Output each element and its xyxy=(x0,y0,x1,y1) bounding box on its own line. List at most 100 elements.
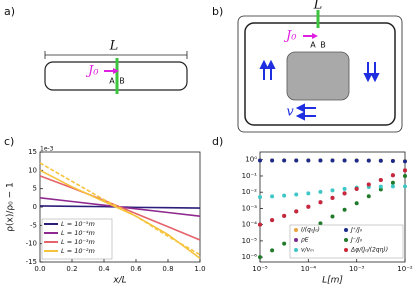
data-point xyxy=(354,186,359,191)
flow-arrows xyxy=(259,59,380,121)
data-point xyxy=(282,158,287,163)
legend-swatch xyxy=(344,238,348,242)
data-point xyxy=(390,173,395,178)
current-arrowhead xyxy=(312,33,318,39)
data-point xyxy=(294,209,299,214)
data-point xyxy=(390,184,395,189)
legend-box xyxy=(41,218,113,260)
length-label: L xyxy=(109,39,119,54)
y-tick-label: -15 xyxy=(26,258,37,266)
data-point xyxy=(306,191,311,196)
data-point xyxy=(294,192,299,197)
legend-label: J⁺/J₀ xyxy=(350,227,363,234)
x-tick-label: 10⁻² xyxy=(397,265,413,273)
x-tick-label: 1.0 xyxy=(194,265,205,273)
y-tick-label: 10⁻² xyxy=(242,188,258,196)
legend-swatch xyxy=(294,228,298,232)
data-point xyxy=(330,195,335,200)
legend-label: J⁻/J₀ xyxy=(350,237,363,244)
data-point xyxy=(270,158,275,163)
side-label: B xyxy=(320,41,326,50)
side-label: A xyxy=(310,41,316,50)
data-point xyxy=(390,180,395,185)
x-axis-label: L[m] xyxy=(322,276,343,286)
data-point xyxy=(318,221,323,226)
x-tick-label: 10⁻³ xyxy=(349,265,365,273)
data-point xyxy=(378,184,383,189)
y-tick-label: 5 xyxy=(33,185,37,193)
data-point xyxy=(258,222,262,227)
legend-label: L = 10⁻⁵m xyxy=(61,220,95,228)
legend-label: ρE xyxy=(301,237,309,244)
data-point xyxy=(318,200,323,205)
data-point xyxy=(306,204,311,209)
x-tick-label: 0.8 xyxy=(162,265,173,273)
outer-boundary xyxy=(237,15,403,133)
y-tick-label: 0 xyxy=(33,203,37,211)
legend-label: L = 10⁻⁴m xyxy=(61,229,95,237)
data-point xyxy=(403,184,407,189)
data-point xyxy=(403,173,407,178)
data-point xyxy=(270,248,275,253)
side-label: A xyxy=(109,77,115,86)
plot-frame xyxy=(259,151,406,263)
panel-label: a) xyxy=(4,5,15,18)
legend-label: I/(q₀J₀) xyxy=(301,227,320,234)
data-point xyxy=(258,195,262,200)
data-point xyxy=(270,194,275,199)
y-tick-label: 10 xyxy=(28,166,37,174)
data-point xyxy=(354,158,359,163)
data-point xyxy=(342,186,347,191)
data-point xyxy=(366,194,371,199)
data-point xyxy=(282,241,287,246)
data-point xyxy=(342,191,347,196)
y-tick-label: 10⁻⁴ xyxy=(242,221,258,229)
y-tick-label: 15 xyxy=(28,148,37,156)
current-arrowhead xyxy=(113,68,119,74)
y-axis-label: ρ(x)/ρ₀ − 1 xyxy=(6,182,16,231)
y-tick-label: 10⁻⁶ xyxy=(242,253,258,261)
data-point xyxy=(258,158,262,163)
data-point xyxy=(378,178,383,183)
x-tick-label: 0.4 xyxy=(98,265,110,273)
data-point xyxy=(258,255,262,260)
data-point xyxy=(270,218,275,223)
panel-label: c) xyxy=(4,135,14,148)
data-point xyxy=(306,158,311,163)
x-tick-label: 0.6 xyxy=(130,265,142,273)
legend-swatch xyxy=(344,228,348,232)
legend-swatch xyxy=(344,248,348,252)
legend-label: L = 10⁻³m xyxy=(61,238,95,246)
data-point xyxy=(330,188,335,193)
data-point xyxy=(403,168,407,173)
data-point xyxy=(330,158,335,163)
data-point xyxy=(342,207,347,212)
legend-label: v/vₘ xyxy=(301,247,314,254)
data-point xyxy=(318,189,323,194)
data-point xyxy=(318,158,323,163)
y-tick-label: 10⁻¹ xyxy=(242,172,258,180)
legend-swatch xyxy=(294,248,298,252)
current-label: J₀ xyxy=(283,29,297,44)
legend-swatch xyxy=(294,238,298,242)
data-point xyxy=(342,158,347,163)
data-point xyxy=(354,201,359,206)
current-label: J₀ xyxy=(85,64,99,79)
x-tick-label: 0.2 xyxy=(66,265,77,273)
legend-label: L = 10⁻²m xyxy=(61,247,95,255)
panel-label: d) xyxy=(212,135,223,148)
data-point xyxy=(403,159,407,164)
data-point xyxy=(378,187,383,192)
y-tick-label: 10⁻⁵ xyxy=(242,237,258,245)
data-point xyxy=(366,182,371,187)
data-point xyxy=(390,159,395,164)
data-point xyxy=(282,193,287,198)
y-tick-label: -5 xyxy=(30,221,37,229)
length-label: L xyxy=(313,0,323,13)
panel-label: b) xyxy=(212,5,223,18)
x-tick-label: 10⁻⁴ xyxy=(301,265,317,273)
side-label: B xyxy=(119,77,125,86)
y-tick-label: 10⁻³ xyxy=(242,204,258,212)
y-tick-label: -10 xyxy=(26,240,37,248)
